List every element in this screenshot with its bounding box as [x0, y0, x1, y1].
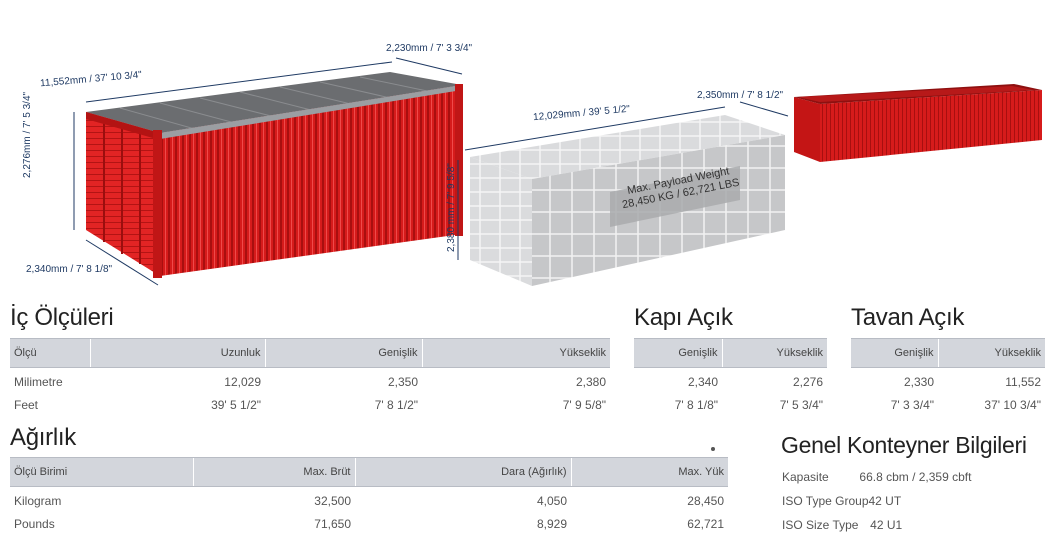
table-row: Milimetre 12,029 2,350 2,380	[10, 368, 610, 394]
cell-value: 8,929	[536, 516, 567, 531]
iso-type-label: ISO Type Group	[782, 494, 869, 508]
cell-value: 32,500	[314, 493, 351, 508]
table-header-row: Ölçü Birimi Max. Brüt Dara (Ağırlık) Max…	[10, 457, 728, 487]
cargo-block-illustration	[457, 101, 789, 286]
kapi-acik-title: Kapı Açık	[634, 304, 733, 331]
iso-type-value: 42 UT	[868, 494, 902, 508]
row-label: Pounds	[14, 516, 55, 531]
header-olcu: Ölçü	[10, 338, 90, 368]
cell-value: 2,330	[903, 374, 934, 389]
cell-value: 7' 8 1/2"	[374, 397, 418, 412]
table-header-row: Ölçü Uzunluk Genişlik Yükseklik	[10, 338, 610, 368]
open-top-container-illustration	[73, 57, 463, 286]
header-yukseklik: Yükseklik	[937, 338, 1045, 368]
cell-value: 28,450	[687, 493, 724, 508]
kapasite-row: Kapasite 66.8 cbm / 2,359 cbft	[782, 470, 971, 484]
table-row: Pounds 71,650 8,929 62,721	[10, 512, 728, 535]
header-max-brut: Max. Brüt	[192, 457, 355, 487]
header-uzunluk: Uzunluk	[89, 338, 265, 368]
cargo-height-label: 2,380 mm / 7' 9 5/8"	[446, 163, 457, 252]
agirlik-title: Ağırlık	[10, 424, 76, 451]
cargo-width-label: 2,350mm / 7' 8 1/2"	[697, 90, 784, 101]
row-label: Kilogram	[14, 493, 62, 508]
cell-value: 7' 8 1/8"	[674, 397, 718, 412]
cell-value: 37' 10 3/4"	[984, 397, 1041, 412]
header-yukseklik: Yükseklik	[421, 338, 610, 368]
table-row: 7' 8 1/8" 7' 5 3/4"	[634, 393, 827, 416]
row-label: Milimetre	[14, 374, 63, 389]
header-genislik: Genişlik	[851, 338, 938, 368]
table-row: Feet 39' 5 1/2" 7' 8 1/2" 7' 9 5/8"	[10, 393, 610, 416]
cell-value: 71,650	[314, 516, 351, 531]
small-container-illustration	[794, 84, 1042, 162]
cell-value: 7' 5 3/4"	[779, 397, 823, 412]
table-header-row: Genişlik Yükseklik	[634, 338, 827, 368]
cell-value: 12,029	[224, 374, 261, 389]
header-yukseklik: Yükseklik	[721, 338, 827, 368]
container-top-width-label: 2,230mm / 7' 3 3/4"	[386, 43, 473, 54]
cell-value: 7' 3 3/4"	[890, 397, 934, 412]
cell-value: 11,552	[1005, 374, 1041, 389]
bullet-dot	[711, 447, 715, 451]
kapasite-label: Kapasite	[782, 470, 829, 484]
table-row: Kilogram 32,500 4,050 28,450	[10, 487, 728, 513]
iso-size-label: ISO Size Type	[782, 518, 859, 532]
iso-size-value: 42 U1	[870, 518, 903, 532]
header-dara: Dara (Ağırlık)	[354, 457, 571, 487]
cell-value: 62,721	[687, 516, 724, 531]
kapi-acik-table: Genişlik Yükseklik 2,340 2,276 7' 8 1/8"…	[634, 338, 827, 416]
kapasite-value: 66.8 cbm / 2,359 cbft	[859, 470, 972, 484]
ic-olculeri-title: İç Ölçüleri	[10, 304, 114, 331]
header-genislik: Genişlik	[264, 338, 422, 368]
cell-value: 2,350	[387, 374, 418, 389]
container-height-label: 2,276mm / 7' 5 3/4"	[22, 91, 33, 178]
cell-value: 39' 5 1/2"	[211, 397, 261, 412]
genel-title: Genel Konteyner Bilgileri	[781, 432, 1027, 458]
cell-value: 7' 9 5/8"	[562, 397, 606, 412]
cell-value: 4,050	[536, 493, 567, 508]
table-row: 2,340 2,276	[634, 368, 827, 394]
container-bottom-width-label: 2,340mm / 7' 8 1/8"	[26, 264, 113, 275]
table-row: 2,330 11,552	[851, 368, 1045, 394]
iso-size-row: ISO Size Type 42 U1	[782, 518, 902, 532]
table-header-row: Genişlik Yükseklik	[851, 338, 1045, 368]
iso-type-row: ISO Type Group42 UT	[782, 494, 901, 508]
cell-value: 2,340	[687, 374, 718, 389]
table-row: 7' 3 3/4" 37' 10 3/4"	[851, 393, 1045, 416]
header-max-yuk: Max. Yük	[570, 457, 728, 487]
tavan-acik-table: Genişlik Yükseklik 2,330 11,552 7' 3 3/4…	[851, 338, 1045, 416]
ic-olculeri-table: Ölçü Uzunluk Genişlik Yükseklik Milimetr…	[10, 338, 610, 416]
cell-value: 2,276	[792, 374, 823, 389]
header-genislik: Genişlik	[634, 338, 722, 368]
agirlik-table: Ölçü Birimi Max. Brüt Dara (Ağırlık) Max…	[10, 457, 728, 535]
cell-value: 2,380	[575, 374, 606, 389]
row-label: Feet	[14, 397, 39, 412]
tavan-acik-title: Tavan Açık	[851, 304, 965, 331]
header-olcu-birimi: Ölçü Birimi	[10, 457, 193, 487]
